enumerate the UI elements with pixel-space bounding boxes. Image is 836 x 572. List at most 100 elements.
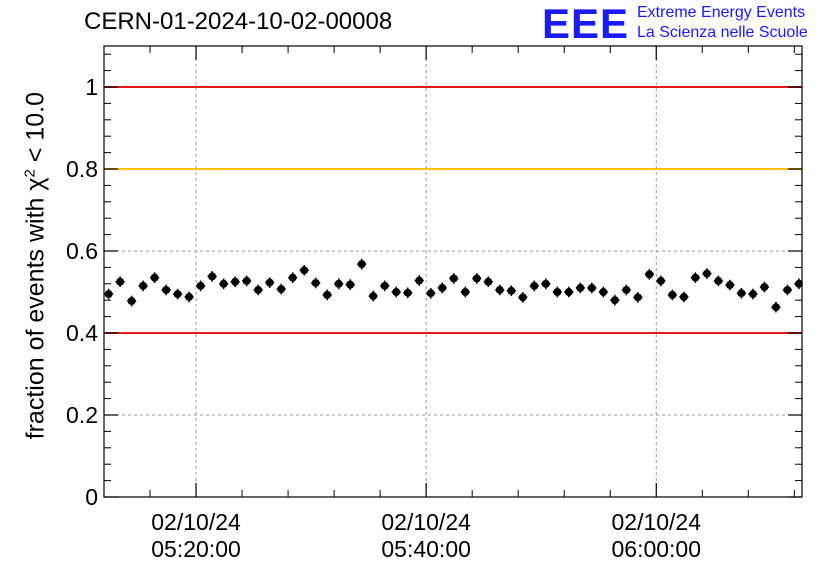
data-point	[587, 282, 597, 294]
data-marker	[415, 276, 424, 285]
data-marker	[599, 288, 608, 296]
data-marker	[346, 280, 355, 289]
data-point	[518, 292, 528, 303]
data-point	[794, 278, 803, 290]
data-point	[552, 286, 562, 298]
data-marker	[587, 283, 596, 292]
data-point	[104, 288, 114, 300]
data-marker	[277, 285, 286, 294]
data-marker	[656, 276, 665, 285]
data-point	[449, 273, 459, 284]
data-point	[391, 286, 401, 298]
data-marker	[610, 296, 619, 305]
reference-lines	[104, 86, 802, 334]
data-marker	[231, 277, 240, 286]
data-point	[414, 275, 424, 286]
x-tick-time-label: 05:40:00	[381, 536, 471, 562]
data-marker	[162, 285, 171, 294]
data-marker	[576, 283, 585, 292]
x-tick-date-label: 02/10/24	[611, 509, 701, 535]
y-tick-label: 0.6	[66, 238, 98, 264]
data-point	[690, 272, 700, 283]
data-point	[713, 275, 723, 287]
data-marker	[518, 293, 527, 302]
chart-title: CERN-01-2024-10-02-00008	[84, 8, 393, 35]
data-point	[253, 284, 263, 296]
data-marker	[116, 277, 125, 286]
data-point	[679, 291, 689, 303]
data-marker	[300, 266, 309, 275]
data-marker	[783, 285, 792, 294]
y-tick-label: 1	[85, 74, 98, 100]
data-marker	[622, 285, 631, 294]
data-point	[115, 276, 125, 288]
data-point	[380, 280, 390, 292]
data-marker	[173, 290, 182, 299]
eee-logo: EEE Extreme Energy Events La Scienza nel…	[542, 2, 832, 46]
data-marker	[760, 283, 769, 292]
plot-frame	[103, 45, 803, 498]
data-marker	[668, 290, 677, 299]
y-axis-label-suffix: < 10.0	[21, 91, 50, 170]
data-point	[403, 287, 413, 299]
data-point	[357, 258, 367, 270]
tick-labels: 00.20.40.60.8102/10/2405:20:0002/10/2405…	[66, 74, 701, 562]
data-point	[150, 272, 160, 283]
data-point	[334, 278, 344, 290]
data-point	[656, 275, 666, 287]
grid-lines	[104, 46, 802, 497]
data-point	[173, 288, 183, 300]
data-point	[702, 268, 712, 279]
data-point	[242, 275, 252, 287]
data-point	[184, 291, 194, 303]
data-marker	[541, 279, 550, 288]
data-marker	[139, 281, 148, 290]
data-marker	[461, 288, 470, 296]
data-point	[541, 278, 551, 290]
data-marker	[794, 279, 803, 288]
logo-line-2: La Scienza nelle Scuole	[637, 24, 808, 41]
data-point	[460, 286, 470, 298]
data-marker	[150, 273, 159, 282]
data-point	[196, 280, 206, 292]
data-marker	[196, 281, 205, 290]
data-marker	[748, 290, 757, 299]
data-point	[345, 279, 355, 290]
data-point	[311, 277, 321, 289]
data-marker	[208, 272, 217, 281]
data-marker	[771, 303, 780, 312]
data-marker	[737, 289, 746, 298]
data-point	[644, 269, 654, 280]
data-marker	[645, 270, 654, 279]
data-point	[368, 290, 378, 302]
data-point	[621, 284, 631, 296]
data-point	[633, 292, 643, 303]
data-marker	[714, 276, 723, 285]
y-axis-label-sup: 2	[21, 169, 39, 178]
data-point	[771, 301, 781, 313]
data-marker	[403, 288, 412, 297]
data-point	[748, 288, 758, 300]
data-marker	[369, 292, 378, 301]
data-point	[230, 276, 240, 288]
data-marker	[495, 285, 504, 294]
data-marker	[691, 273, 700, 282]
data-marker	[104, 290, 113, 299]
data-marker	[702, 269, 711, 278]
data-point	[495, 284, 505, 296]
data-point	[127, 295, 137, 307]
data-points	[104, 258, 803, 313]
logo-mark: EEE	[542, 0, 630, 47]
x-tick-date-label: 02/10/24	[151, 509, 241, 535]
y-axis-label-prefix: fraction of events with χ	[21, 177, 50, 440]
data-marker	[357, 260, 366, 269]
data-point	[725, 279, 735, 291]
data-marker	[484, 277, 493, 286]
data-point	[610, 294, 620, 306]
y-tick-label: 0.2	[66, 402, 98, 428]
data-point	[265, 277, 275, 288]
logo-line-1: Extreme Energy Events	[637, 4, 806, 21]
data-point	[138, 280, 148, 292]
data-marker	[242, 276, 251, 285]
